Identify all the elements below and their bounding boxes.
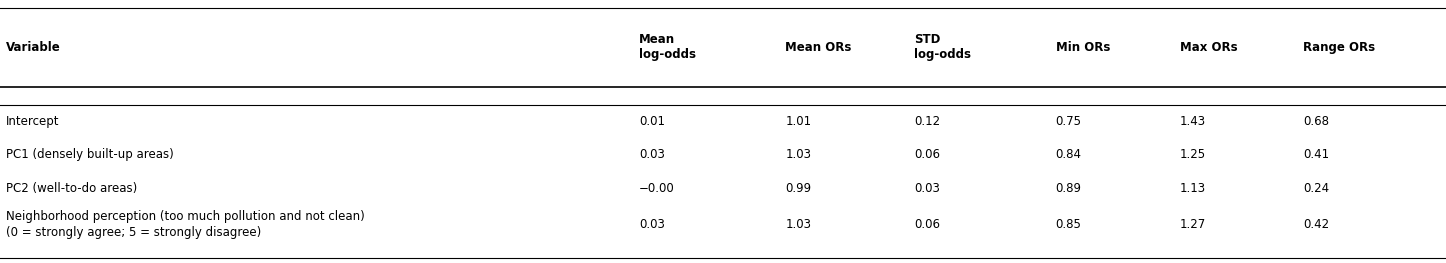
Text: 0.75: 0.75: [1056, 115, 1082, 128]
Text: 0.42: 0.42: [1303, 218, 1329, 231]
Text: 0.03: 0.03: [914, 182, 940, 195]
Text: PC2 (well-to-do areas): PC2 (well-to-do areas): [6, 182, 137, 195]
Text: 0.06: 0.06: [914, 148, 940, 161]
Text: 0.84: 0.84: [1056, 148, 1082, 161]
Text: 0.01: 0.01: [639, 115, 665, 128]
Text: Intercept: Intercept: [6, 115, 59, 128]
Text: Mean ORs: Mean ORs: [785, 41, 852, 54]
Text: 0.85: 0.85: [1056, 218, 1082, 231]
Text: 1.03: 1.03: [785, 218, 811, 231]
Text: 0.24: 0.24: [1303, 182, 1329, 195]
Text: 0.99: 0.99: [785, 182, 811, 195]
Text: STD
log-odds: STD log-odds: [914, 33, 970, 61]
Text: 1.25: 1.25: [1180, 148, 1206, 161]
Text: PC1 (densely built-up areas): PC1 (densely built-up areas): [6, 148, 174, 161]
Text: 0.06: 0.06: [914, 218, 940, 231]
Text: 0.12: 0.12: [914, 115, 940, 128]
Text: Mean
log-odds: Mean log-odds: [639, 33, 696, 61]
Text: Variable: Variable: [6, 41, 61, 54]
Text: 0.03: 0.03: [639, 148, 665, 161]
Text: 0.03: 0.03: [639, 218, 665, 231]
Text: 0.41: 0.41: [1303, 148, 1329, 161]
Text: 1.01: 1.01: [785, 115, 811, 128]
Text: 1.13: 1.13: [1180, 182, 1206, 195]
Text: −0.00: −0.00: [639, 182, 675, 195]
Text: 1.03: 1.03: [785, 148, 811, 161]
Text: Max ORs: Max ORs: [1180, 41, 1238, 54]
Text: 1.27: 1.27: [1180, 218, 1206, 231]
Text: 0.68: 0.68: [1303, 115, 1329, 128]
Text: Min ORs: Min ORs: [1056, 41, 1111, 54]
Text: 1.43: 1.43: [1180, 115, 1206, 128]
Text: 0.89: 0.89: [1056, 182, 1082, 195]
Text: Range ORs: Range ORs: [1303, 41, 1375, 54]
Text: Neighborhood perception (too much pollution and not clean)
(0 = strongly agree; : Neighborhood perception (too much pollut…: [6, 210, 364, 239]
